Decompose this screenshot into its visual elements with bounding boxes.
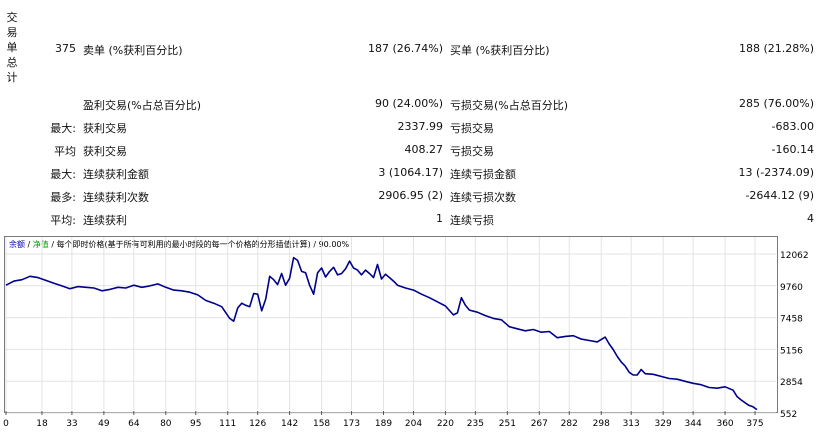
short-trades-value: 187 (26.74%) (367, 42, 443, 55)
row-left-value: 90 (24.00%) (374, 97, 443, 110)
balance-chart: 余额 / 净值 / 每个即时价格(基于所有可利用的最小时段的每一个价格的分形插值… (4, 236, 778, 413)
x-tick-label: 80 (160, 419, 172, 429)
x-tick-label: 49 (98, 419, 110, 429)
long-trades-label: 买单 (%获利百分比) (450, 44, 550, 57)
row-prefix: 最大: (50, 168, 76, 181)
row-right-label: 亏损交易 (450, 122, 494, 135)
legend-equity: 净值 (32, 240, 49, 249)
legend-model: 每个即时价格(基于所有可利用的最小时段的每一个价格的分形插值计算) (56, 240, 311, 249)
row-right-label: 亏损交易(%占总百分比) (450, 99, 569, 112)
x-tick-label: 173 (343, 419, 360, 429)
row-left-value: 3 (1064.17) (378, 166, 443, 179)
row-right-value: 4 (807, 212, 814, 225)
row-prefix: 平均 (54, 145, 76, 158)
x-tick-label: 282 (561, 419, 578, 429)
row-right-label: 亏损交易 (450, 145, 494, 158)
legend-separator: / (48, 240, 57, 249)
row-left-label: 连续获利金额 (83, 168, 149, 181)
x-tick-label: 235 (467, 419, 484, 429)
short-trades-label: 卖单 (%获利百分比) (83, 44, 183, 57)
x-tick-label: 298 (593, 419, 610, 429)
row-left-label: 获利交易 (83, 145, 127, 158)
row-left-value: 2337.99 (397, 120, 444, 133)
legend-separator: / (25, 240, 33, 249)
row-right-value: -683.00 (771, 120, 814, 133)
x-tick-label: 142 (281, 419, 298, 429)
row-right-value: 285 (76.00%) (738, 97, 814, 110)
x-tick-label: 111 (219, 419, 236, 429)
row-left-label: 获利交易 (83, 122, 127, 135)
x-tick-label: 33 (66, 419, 77, 429)
legend-separator: / (310, 240, 319, 249)
balance-line (5, 256, 758, 411)
x-tick-label: 360 (716, 419, 733, 429)
side-char: 交 (6, 11, 18, 24)
side-char: 计 (6, 71, 18, 84)
row-right-value: -2644.12 (9) (745, 189, 814, 202)
x-tick-label: 267 (531, 419, 548, 429)
chart-legend: 余额 / 净值 / 每个即时价格(基于所有可利用的最小时段的每一个价格的分形插值… (9, 239, 349, 250)
x-tick-label: 204 (405, 419, 422, 429)
row-prefix: 平均: (50, 214, 76, 227)
x-tick-label: 0 (3, 419, 9, 429)
x-tick-label: 18 (36, 419, 48, 429)
row-left-value: 408.27 (404, 143, 444, 156)
x-tick-label: 251 (499, 419, 516, 429)
row-left-label: 盈利交易(%占总百分比) (83, 99, 202, 112)
x-tick-label: 220 (437, 419, 454, 429)
y-tick-label: 5156 (780, 346, 803, 356)
long-trades-value: 188 (21.28%) (738, 42, 814, 55)
y-tick-label: 7458 (780, 315, 803, 325)
y-tick-label: 9760 (780, 283, 803, 293)
row-left-value: 1 (436, 212, 443, 225)
row-right-label: 连续亏损次数 (450, 191, 516, 204)
row-right-label: 连续亏损 (450, 214, 494, 227)
y-tick-label: 2854 (780, 378, 803, 388)
row-right-value: 13 (-2374.09) (738, 166, 814, 179)
legend-quality: 90.00% (318, 240, 350, 249)
x-tick-label: 375 (746, 419, 763, 429)
row-right-label: 连续亏损金额 (450, 168, 516, 181)
y-tick-label: 12062 (780, 251, 809, 261)
row-right-value: -160.14 (771, 143, 814, 156)
y-tick-label: 552 (780, 410, 797, 420)
x-tick-label: 329 (655, 419, 672, 429)
row-prefix: 最大: (50, 122, 76, 135)
total-trades-value: 375 (55, 42, 76, 55)
x-tick-label: 126 (249, 419, 266, 429)
side-char: 单 (6, 41, 18, 54)
x-tick-label: 344 (685, 419, 702, 429)
side-char: 总 (6, 56, 18, 69)
x-tick-label: 189 (375, 419, 392, 429)
row-left-value: 2906.95 (2) (378, 189, 443, 202)
x-tick-label: 313 (623, 419, 640, 429)
side-char: 易 (6, 26, 18, 39)
row-left-label: 连续获利次数 (83, 191, 149, 204)
section-side-label: 交 易 单 总 计 (5, 10, 19, 85)
row-prefix: 最多: (50, 191, 76, 204)
row-left-label: 连续获利 (83, 214, 127, 227)
x-tick-label: 95 (190, 419, 201, 429)
x-tick-label: 158 (313, 419, 330, 429)
legend-balance: 余额 (9, 240, 25, 249)
x-tick-label: 64 (128, 419, 140, 429)
